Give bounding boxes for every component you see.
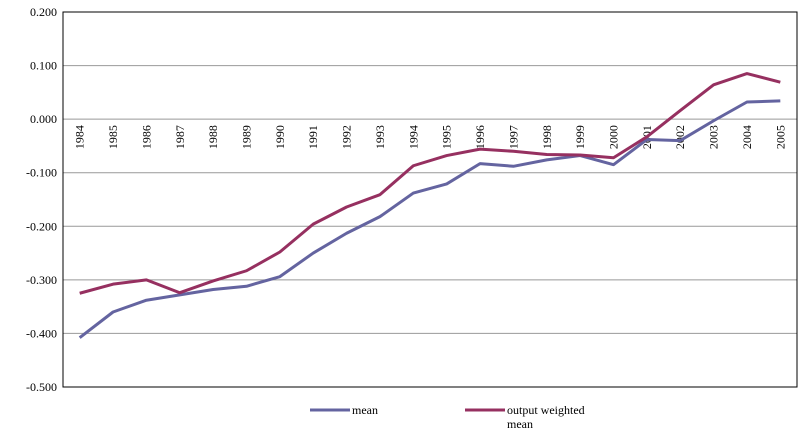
x-tick-label: 2002 — [673, 125, 687, 149]
x-tick-label: 1986 — [139, 125, 153, 149]
y-tick-label: -0.200 — [26, 219, 57, 233]
y-tick-label: -0.100 — [26, 166, 57, 180]
x-tick-label: 1999 — [573, 125, 587, 149]
legend-label: output weighted mean — [507, 403, 585, 431]
legend-label: mean — [352, 403, 378, 417]
x-tick-label: 1990 — [273, 125, 287, 149]
x-tick-label: 1988 — [206, 125, 220, 149]
x-tick-label: 2003 — [707, 125, 721, 149]
series-line — [78, 99, 781, 339]
y-tick-label: 0.100 — [30, 59, 57, 73]
x-tick-label: 2005 — [773, 125, 787, 149]
plot-border — [62, 11, 798, 388]
x-tick-label: 1997 — [506, 125, 520, 149]
x-tick-label: 1985 — [106, 125, 120, 149]
x-tick-label: 1992 — [340, 125, 354, 149]
x-tick-label: 1998 — [540, 125, 554, 149]
series-line — [79, 72, 781, 295]
x-tick-label: 1987 — [173, 125, 187, 149]
y-tick-label: 0.200 — [30, 5, 57, 19]
x-tick-label: 1996 — [473, 125, 487, 149]
x-tick-label: 1984 — [73, 125, 87, 149]
y-tick-label: -0.400 — [26, 326, 57, 340]
y-tick-label: -0.300 — [26, 273, 57, 287]
x-tick-label: 1994 — [406, 125, 420, 149]
x-tick-label: 2004 — [740, 125, 754, 149]
y-tick-label: 0.000 — [30, 112, 57, 126]
x-tick-label: 1995 — [440, 125, 454, 149]
x-tick-label: 2000 — [607, 125, 621, 149]
y-tick-label: -0.500 — [26, 380, 57, 394]
x-tick-label: 1989 — [240, 125, 254, 149]
x-tick-label: 1993 — [373, 125, 387, 149]
x-tick-label: 1991 — [306, 125, 320, 149]
